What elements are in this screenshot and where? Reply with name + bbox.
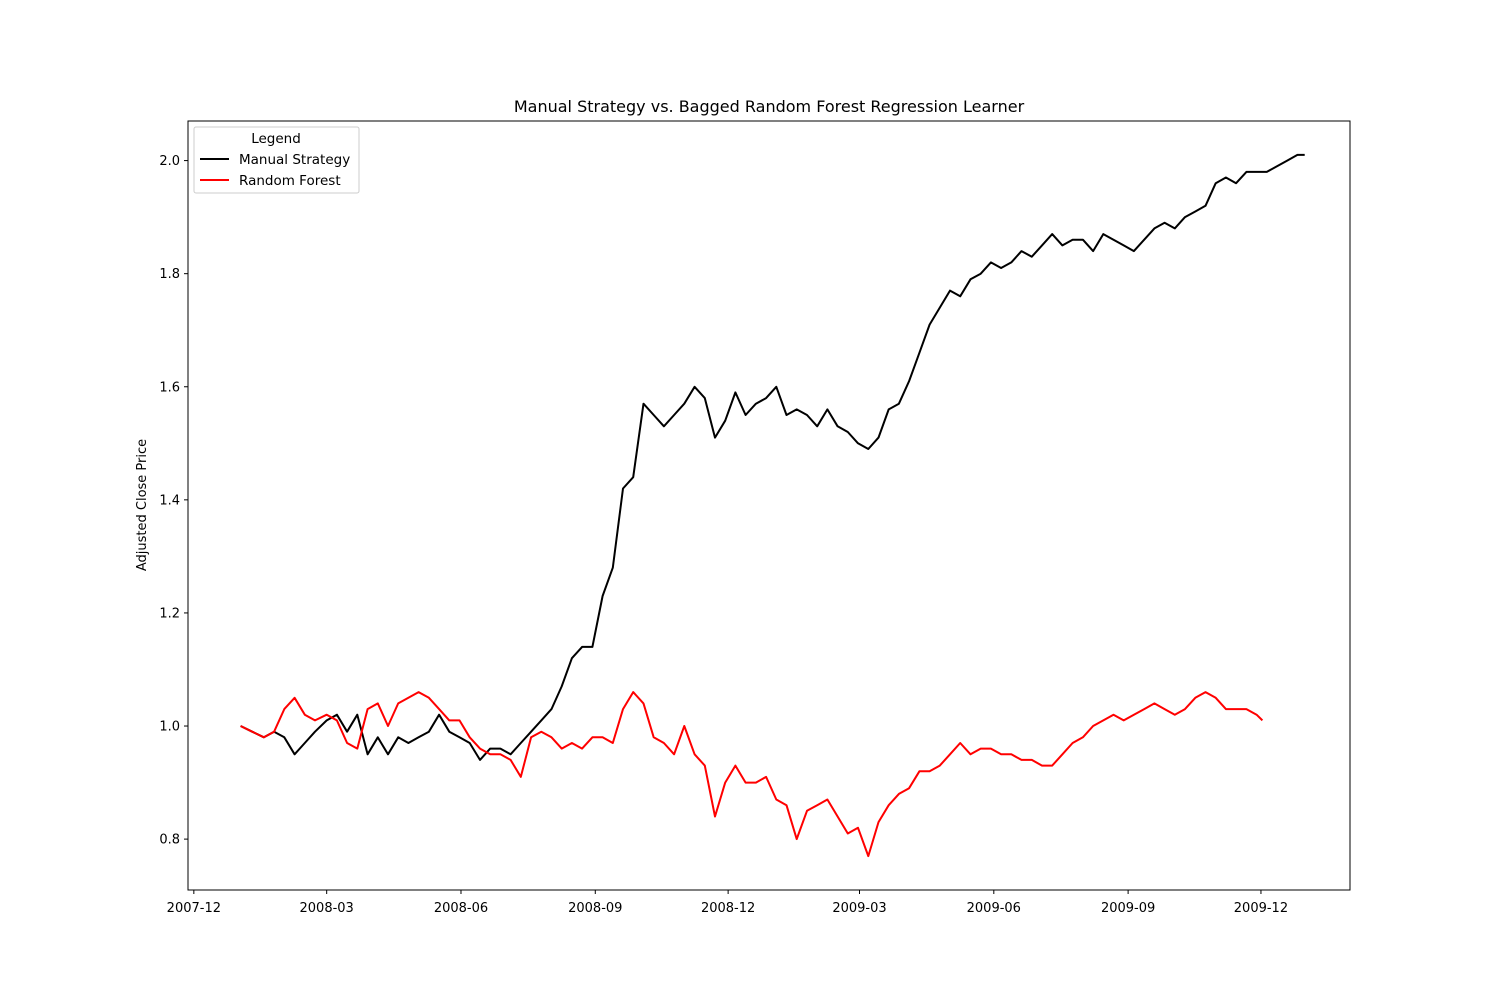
legend-label-manual-strategy: Manual Strategy [239, 152, 350, 168]
y-axis-label: Adjusted Close Price [135, 439, 150, 571]
chart-title: Manual Strategy vs. Bagged Random Forest… [514, 97, 1025, 116]
y-tick-label: 1.0 [159, 720, 180, 735]
y-tick-label: 0.8 [159, 833, 180, 848]
x-tick-label: 2008-09 [568, 901, 622, 916]
legend: Legend Manual Strategy Random Forest [193, 126, 360, 194]
legend-label-random-forest: Random Forest [239, 173, 341, 189]
x-tick-label: 2008-06 [434, 901, 488, 916]
y-tick-label: 2.0 [159, 154, 180, 169]
x-tick-label: 2009-09 [1101, 901, 1155, 916]
x-tick-label: 2008-12 [701, 901, 755, 916]
x-tick-label: 2007-12 [167, 901, 221, 916]
series-layer [240, 153, 1305, 858]
legend-title: Legend [251, 131, 301, 147]
y-tick-label: 1.8 [159, 267, 180, 282]
x-tick-label: 2009-12 [1234, 901, 1288, 916]
x-tick-label: 2008-03 [300, 901, 354, 916]
series-line-random-forest [240, 691, 1264, 858]
y-tick-label: 1.4 [159, 493, 180, 508]
series-line-manual-strategy [240, 153, 1305, 761]
plot-frame [187, 120, 1351, 891]
x-tick-label: 2009-06 [967, 901, 1021, 916]
axis-layer: 2007-12 2008-03 2008-06 2008-09 2008-12 2009-… [159, 154, 1288, 916]
y-tick-label: 1.6 [159, 380, 180, 395]
y-tick-label: 1.2 [159, 606, 180, 621]
legend-box [193, 126, 360, 194]
x-tick-label: 2009-03 [832, 901, 886, 916]
